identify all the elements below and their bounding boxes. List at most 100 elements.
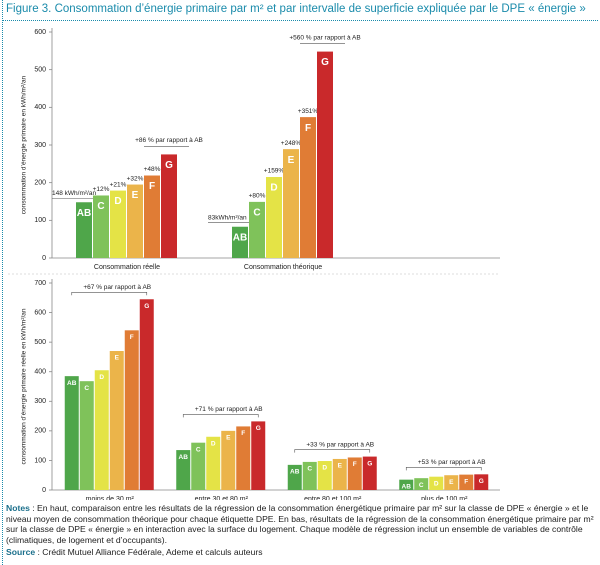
bar — [444, 475, 459, 490]
bar-class-label: E — [449, 479, 454, 486]
bar — [161, 154, 177, 258]
footnotes: Notes : En haut, comparaison entre les r… — [6, 503, 596, 558]
annotation-bracket — [182, 414, 259, 418]
bar — [249, 201, 265, 258]
bar — [176, 450, 191, 490]
annotation: +71 % par rapport à AB — [195, 406, 263, 413]
annotation: +12% — [93, 186, 110, 193]
bar-class-label: D — [211, 440, 216, 447]
bar-class-label: D — [99, 374, 104, 381]
figure-title: Figure 3. Consommation d’énergie primair… — [6, 3, 586, 15]
bar — [429, 476, 444, 490]
bar-class-label: E — [132, 190, 139, 201]
y-tick-label: 200 — [34, 428, 46, 435]
bar-class-label: E — [226, 435, 231, 442]
y-axis-label: consommation d’énergie primaire en kWh/m… — [21, 75, 28, 214]
bar — [79, 381, 94, 490]
bar — [221, 430, 236, 490]
bar-class-label: G — [165, 160, 173, 171]
annotation: +67 % par rapport à AB — [83, 284, 151, 291]
bar — [251, 421, 266, 490]
bar-class-label: F — [149, 181, 155, 192]
bar — [474, 474, 489, 490]
annotation: +33 % par rapport à AB — [306, 441, 374, 448]
bar-class-label: AB — [179, 454, 189, 461]
bar — [109, 351, 124, 490]
y-tick-label: 400 — [34, 104, 46, 111]
annotation: +80% — [249, 193, 266, 200]
bar-class-label: F — [130, 334, 134, 341]
bar-class-label: C — [196, 446, 201, 453]
annotation: 83kWh/m²/an — [208, 214, 247, 221]
bar — [139, 299, 154, 490]
annotation-bracket — [71, 291, 148, 296]
bar — [317, 461, 332, 490]
title-rule — [2, 20, 598, 21]
bar — [300, 117, 316, 258]
bar-class-label: AB — [233, 232, 247, 243]
x-tick-label: Consommation réelle — [94, 264, 160, 271]
y-tick-label: 300 — [34, 398, 46, 405]
source-label: Source — [6, 547, 36, 558]
bar — [93, 195, 109, 258]
bar — [287, 464, 302, 490]
x-tick-label: Consommation théorique — [244, 264, 322, 271]
bar-class-label: C — [419, 482, 424, 489]
bar-class-label: G — [144, 303, 149, 310]
bar — [76, 202, 92, 258]
y-tick-label: 100 — [34, 457, 46, 464]
x-tick-label: moins de 30 m² — [86, 496, 135, 500]
bar — [127, 184, 143, 258]
annotation-bracket — [405, 467, 482, 471]
annotation: +248% — [281, 140, 302, 147]
bar — [266, 177, 282, 258]
annotation-bracket — [294, 449, 371, 453]
bar-class-label: AB — [290, 469, 300, 476]
bar-class-label: F — [353, 461, 357, 468]
source: Source : Crédit Mutuel Alliance Fédérale… — [6, 547, 596, 558]
annotation: +351% — [298, 108, 319, 115]
bar-class-label: F — [464, 478, 468, 485]
y-tick-label: 0 — [42, 487, 46, 494]
annotation: +48% — [144, 166, 161, 173]
y-tick-label: 500 — [34, 339, 46, 346]
bar-class-label: C — [97, 201, 104, 212]
bar-class-label: D — [114, 196, 121, 207]
y-tick-label: 300 — [34, 142, 46, 149]
bar — [206, 436, 221, 490]
bar-class-label: AB — [67, 380, 77, 387]
x-tick-label: plus de 100 m² — [421, 496, 468, 500]
bar-class-label: AB — [77, 208, 91, 219]
bar-class-label: G — [367, 460, 372, 467]
y-axis-label: consommation d’énergie primaire réelle e… — [21, 308, 28, 464]
bar-class-label: E — [115, 355, 120, 362]
bar-class-label: C — [307, 466, 312, 473]
bar — [347, 457, 362, 490]
bar — [236, 426, 251, 490]
bar — [399, 479, 414, 490]
bar — [332, 458, 347, 490]
bar-class-label: AB — [402, 483, 412, 490]
y-tick-label: 200 — [34, 180, 46, 187]
bar — [110, 190, 126, 258]
bar — [414, 478, 429, 490]
annotation: 148 kWh/m²/an — [52, 190, 96, 197]
bar — [144, 175, 160, 258]
y-tick-label: 400 — [34, 369, 46, 376]
frame — [2, 0, 4, 565]
bar — [124, 330, 139, 490]
bar-class-label: G — [321, 57, 329, 68]
y-tick-label: 600 — [34, 309, 46, 316]
y-tick-label: 700 — [34, 280, 46, 287]
x-tick-label: entre 30 et 80 m² — [195, 496, 249, 500]
annotation: +86 % par rapport à AB — [135, 137, 203, 144]
bar-class-label: D — [270, 183, 277, 194]
bar-class-label: G — [479, 478, 484, 485]
bar — [317, 51, 333, 258]
bar — [64, 376, 79, 490]
bar-class-label: C — [253, 208, 260, 219]
y-tick-label: 0 — [42, 255, 46, 262]
y-tick-label: 500 — [34, 67, 46, 74]
bar — [283, 149, 299, 258]
